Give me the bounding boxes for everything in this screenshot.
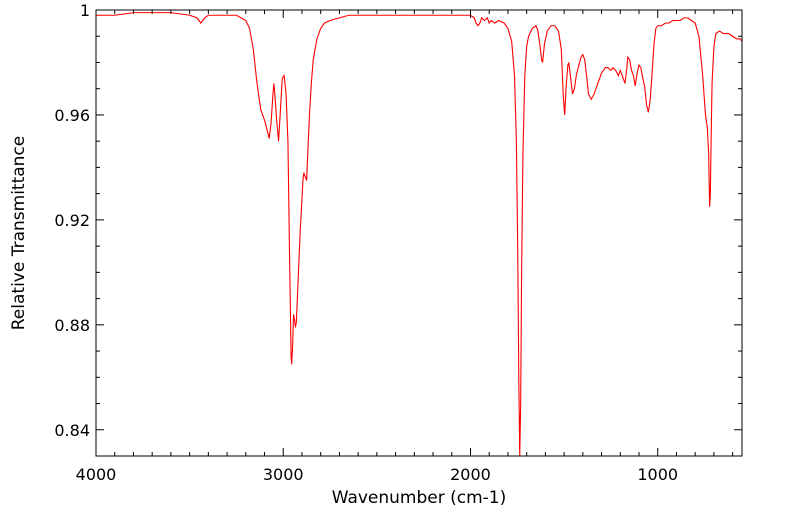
x-tick-label: 2000 xyxy=(450,465,491,484)
x-tick-label: 4000 xyxy=(76,465,117,484)
y-tick-label: 0.84 xyxy=(54,421,90,440)
x-tick-label: 3000 xyxy=(263,465,304,484)
y-axis-label: Relative Transmittance xyxy=(9,136,29,331)
x-axis-label: Wavenumber (cm-1) xyxy=(332,488,507,508)
y-tick-label: 0.92 xyxy=(54,211,90,230)
plot-area xyxy=(96,12,742,456)
axis-ticks xyxy=(95,9,742,457)
tick-labels: 1 0.96 0.92 0.88 0.84 4000 3000 2000 1000 xyxy=(54,1,678,484)
x-tick-label: 1000 xyxy=(637,465,678,484)
y-tick-label: 1 xyxy=(80,1,90,20)
y-tick-label: 0.96 xyxy=(54,106,90,125)
spectrum-line-0 xyxy=(96,12,742,456)
y-tick-label: 0.88 xyxy=(54,316,90,335)
plot-frame xyxy=(95,9,743,457)
